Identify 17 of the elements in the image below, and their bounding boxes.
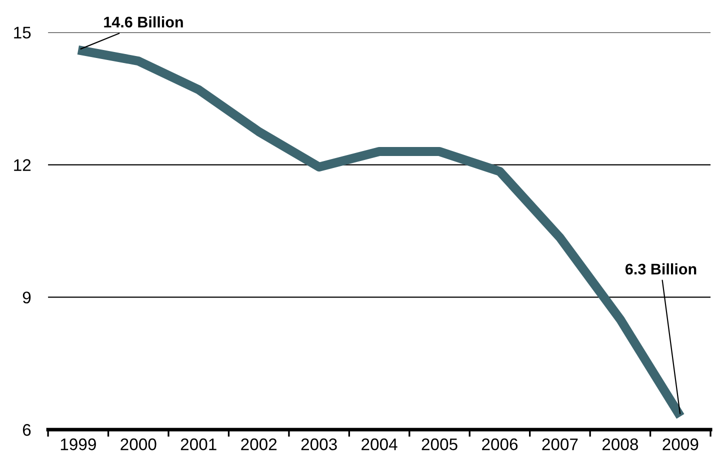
y-tick-label: 6 xyxy=(22,424,31,436)
y-tick-label: 12 xyxy=(14,159,31,171)
y-tick-label: 9 xyxy=(22,292,31,304)
annotation: 14.6 Billion xyxy=(104,16,183,28)
annotation: 6.3 Billion xyxy=(625,263,696,275)
x-tick-label: 2005 xyxy=(422,438,458,450)
x-tick-label: 2004 xyxy=(362,438,398,450)
x-tick-label: 2006 xyxy=(482,438,518,450)
x-tick-label: 1999 xyxy=(60,438,96,450)
x-tick-label: 2008 xyxy=(602,438,638,450)
x-tick-label: 2001 xyxy=(180,438,216,450)
x-tick-label: 2003 xyxy=(301,438,337,450)
x-tick-label: 2009 xyxy=(662,438,698,450)
y-tick-label: 15 xyxy=(14,26,31,39)
x-tick-label: 2000 xyxy=(120,438,156,450)
x-tick-label: 2007 xyxy=(542,438,578,450)
x-tick-label: 2002 xyxy=(241,438,277,450)
